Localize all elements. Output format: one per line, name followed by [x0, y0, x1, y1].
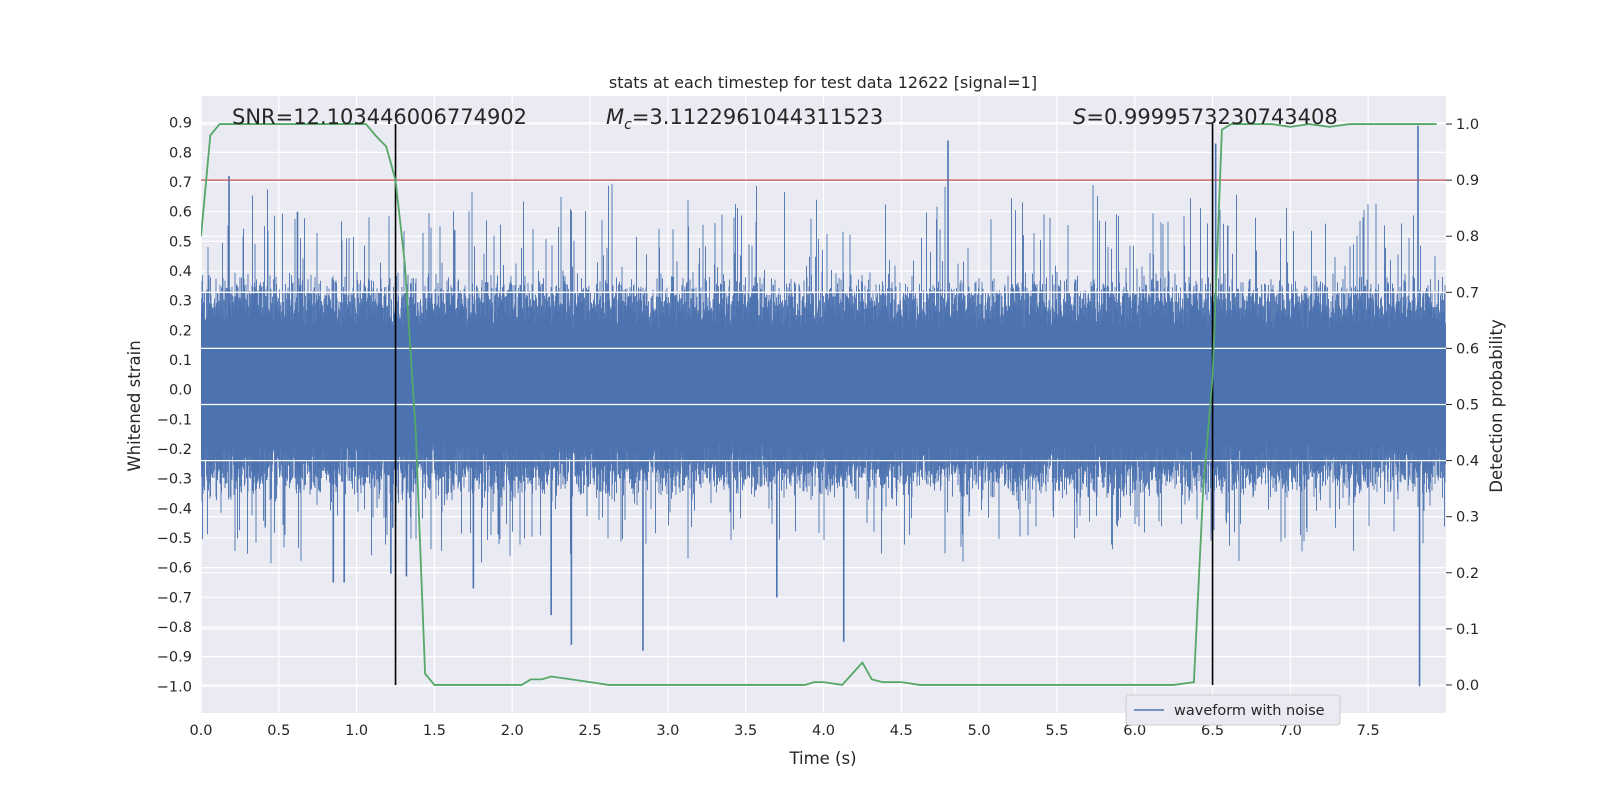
- right-y-tick-label: 0.9: [1456, 173, 1479, 189]
- waveform-series: [201, 125, 1446, 687]
- score-value: =0.9999573230743408: [1086, 105, 1337, 129]
- x-tick-label: 0.5: [267, 723, 290, 739]
- snr-annotation: SNR=12.103446006774902: [232, 105, 527, 129]
- legend: waveform with noise: [1125, 694, 1341, 726]
- right-y-tick-label: 0.0: [1456, 678, 1479, 694]
- x-tick-label: 5.5: [1045, 723, 1068, 739]
- x-tick-label: 7.5: [1357, 723, 1380, 739]
- right-y-tick-label: 0.3: [1456, 510, 1479, 526]
- x-tick-label: 0.0: [189, 723, 212, 739]
- right-y-tick-label: 1.0: [1456, 117, 1479, 133]
- x-axis-label: Time (s): [788, 749, 856, 768]
- left-y-tick-label: 0.9: [169, 116, 192, 132]
- left-y-tick-label: −0.4: [157, 501, 192, 517]
- chirp-mass-annotation: Mc=3.1122961044311523: [606, 105, 883, 133]
- chirp-mass-symbol: M: [606, 105, 624, 129]
- x-tick-label: 3.5: [734, 723, 757, 739]
- left-axis-ticks: 0.9 0.8 0.7 0.6 0.5 0.4 0.3 0.2 0.1 0.0 −0.1 −0.2 −0…: [157, 116, 192, 696]
- x-tick-label: 2.0: [501, 723, 524, 739]
- left-axis-label: Whitened strain: [125, 340, 144, 471]
- left-y-tick-label: 0.8: [169, 145, 192, 161]
- x-tick-label: 1.5: [423, 723, 446, 739]
- left-y-tick-label: −0.1: [157, 412, 192, 428]
- x-tick-label: 6.0: [1123, 723, 1146, 739]
- waveform-core: [201, 330, 1446, 444]
- left-y-tick-label: −0.8: [157, 620, 192, 636]
- probability-line: [201, 123, 1437, 686]
- chirp-mass-value: =3.1122961044311523: [632, 105, 883, 129]
- legend-box: [1125, 694, 1341, 726]
- overlays: [201, 123, 1446, 686]
- x-axis-ticks: 0.0 0.5 1.0 1.5 2.0 2.5 3.0 3.5 4.0 4.5 5.0 5.5 6.0 6…: [189, 723, 1379, 739]
- left-y-tick-label: 0.3: [169, 294, 192, 310]
- right-y-tick-label: 0.2: [1456, 566, 1479, 582]
- right-y-tick-label: 0.8: [1456, 229, 1479, 245]
- x-tick-label: 4.5: [890, 723, 913, 739]
- left-y-tick-label: −0.7: [157, 590, 192, 606]
- right-axis-label: Detection probability: [1487, 319, 1506, 493]
- chirp-mass-subscript: c: [624, 117, 632, 133]
- x-tick-label: 7.0: [1279, 723, 1302, 739]
- right-y-tick-label: 0.7: [1456, 285, 1479, 301]
- left-y-tick-label: −0.3: [157, 472, 192, 488]
- left-y-tick-label: 0.0: [169, 383, 192, 399]
- left-y-tick-label: −0.2: [157, 442, 192, 458]
- left-y-tick-label: −0.5: [157, 531, 192, 547]
- score-annotation: S=0.9999573230743408: [1073, 105, 1338, 129]
- left-y-tick-label: −1.0: [157, 679, 192, 695]
- right-axis-ticks: 1.0 0.9 0.8 0.7 0.6 0.5 0.4 0.3 0.2 0.1 0.0: [1446, 117, 1479, 694]
- right-y-tick-label: 0.4: [1456, 454, 1479, 470]
- chart-title: stats at each timestep for test data 126…: [609, 73, 1037, 92]
- left-y-tick-label: 0.4: [169, 264, 192, 280]
- left-y-tick-label: 0.1: [169, 353, 192, 369]
- left-y-tick-label: 0.6: [169, 205, 192, 221]
- x-tick-label: 5.0: [968, 723, 991, 739]
- left-y-tick-label: −0.9: [157, 650, 192, 666]
- left-y-tick-label: −0.6: [157, 561, 192, 577]
- right-y-tick-label: 0.5: [1456, 398, 1479, 414]
- right-y-tick-label: 0.1: [1456, 622, 1479, 638]
- left-y-tick-label: 0.5: [169, 234, 192, 250]
- x-tick-label: 4.0: [812, 723, 835, 739]
- x-tick-label: 2.5: [579, 723, 602, 739]
- x-tick-label: 3.0: [656, 723, 679, 739]
- legend-label: waveform with noise: [1174, 703, 1325, 719]
- right-y-tick-label: 0.6: [1456, 341, 1479, 357]
- x-tick-label: 1.0: [345, 723, 368, 739]
- x-tick-label: 6.5: [1201, 723, 1224, 739]
- score-symbol: S: [1073, 105, 1086, 129]
- left-y-tick-label: 0.2: [169, 323, 192, 339]
- left-y-tick-label: 0.7: [169, 175, 192, 191]
